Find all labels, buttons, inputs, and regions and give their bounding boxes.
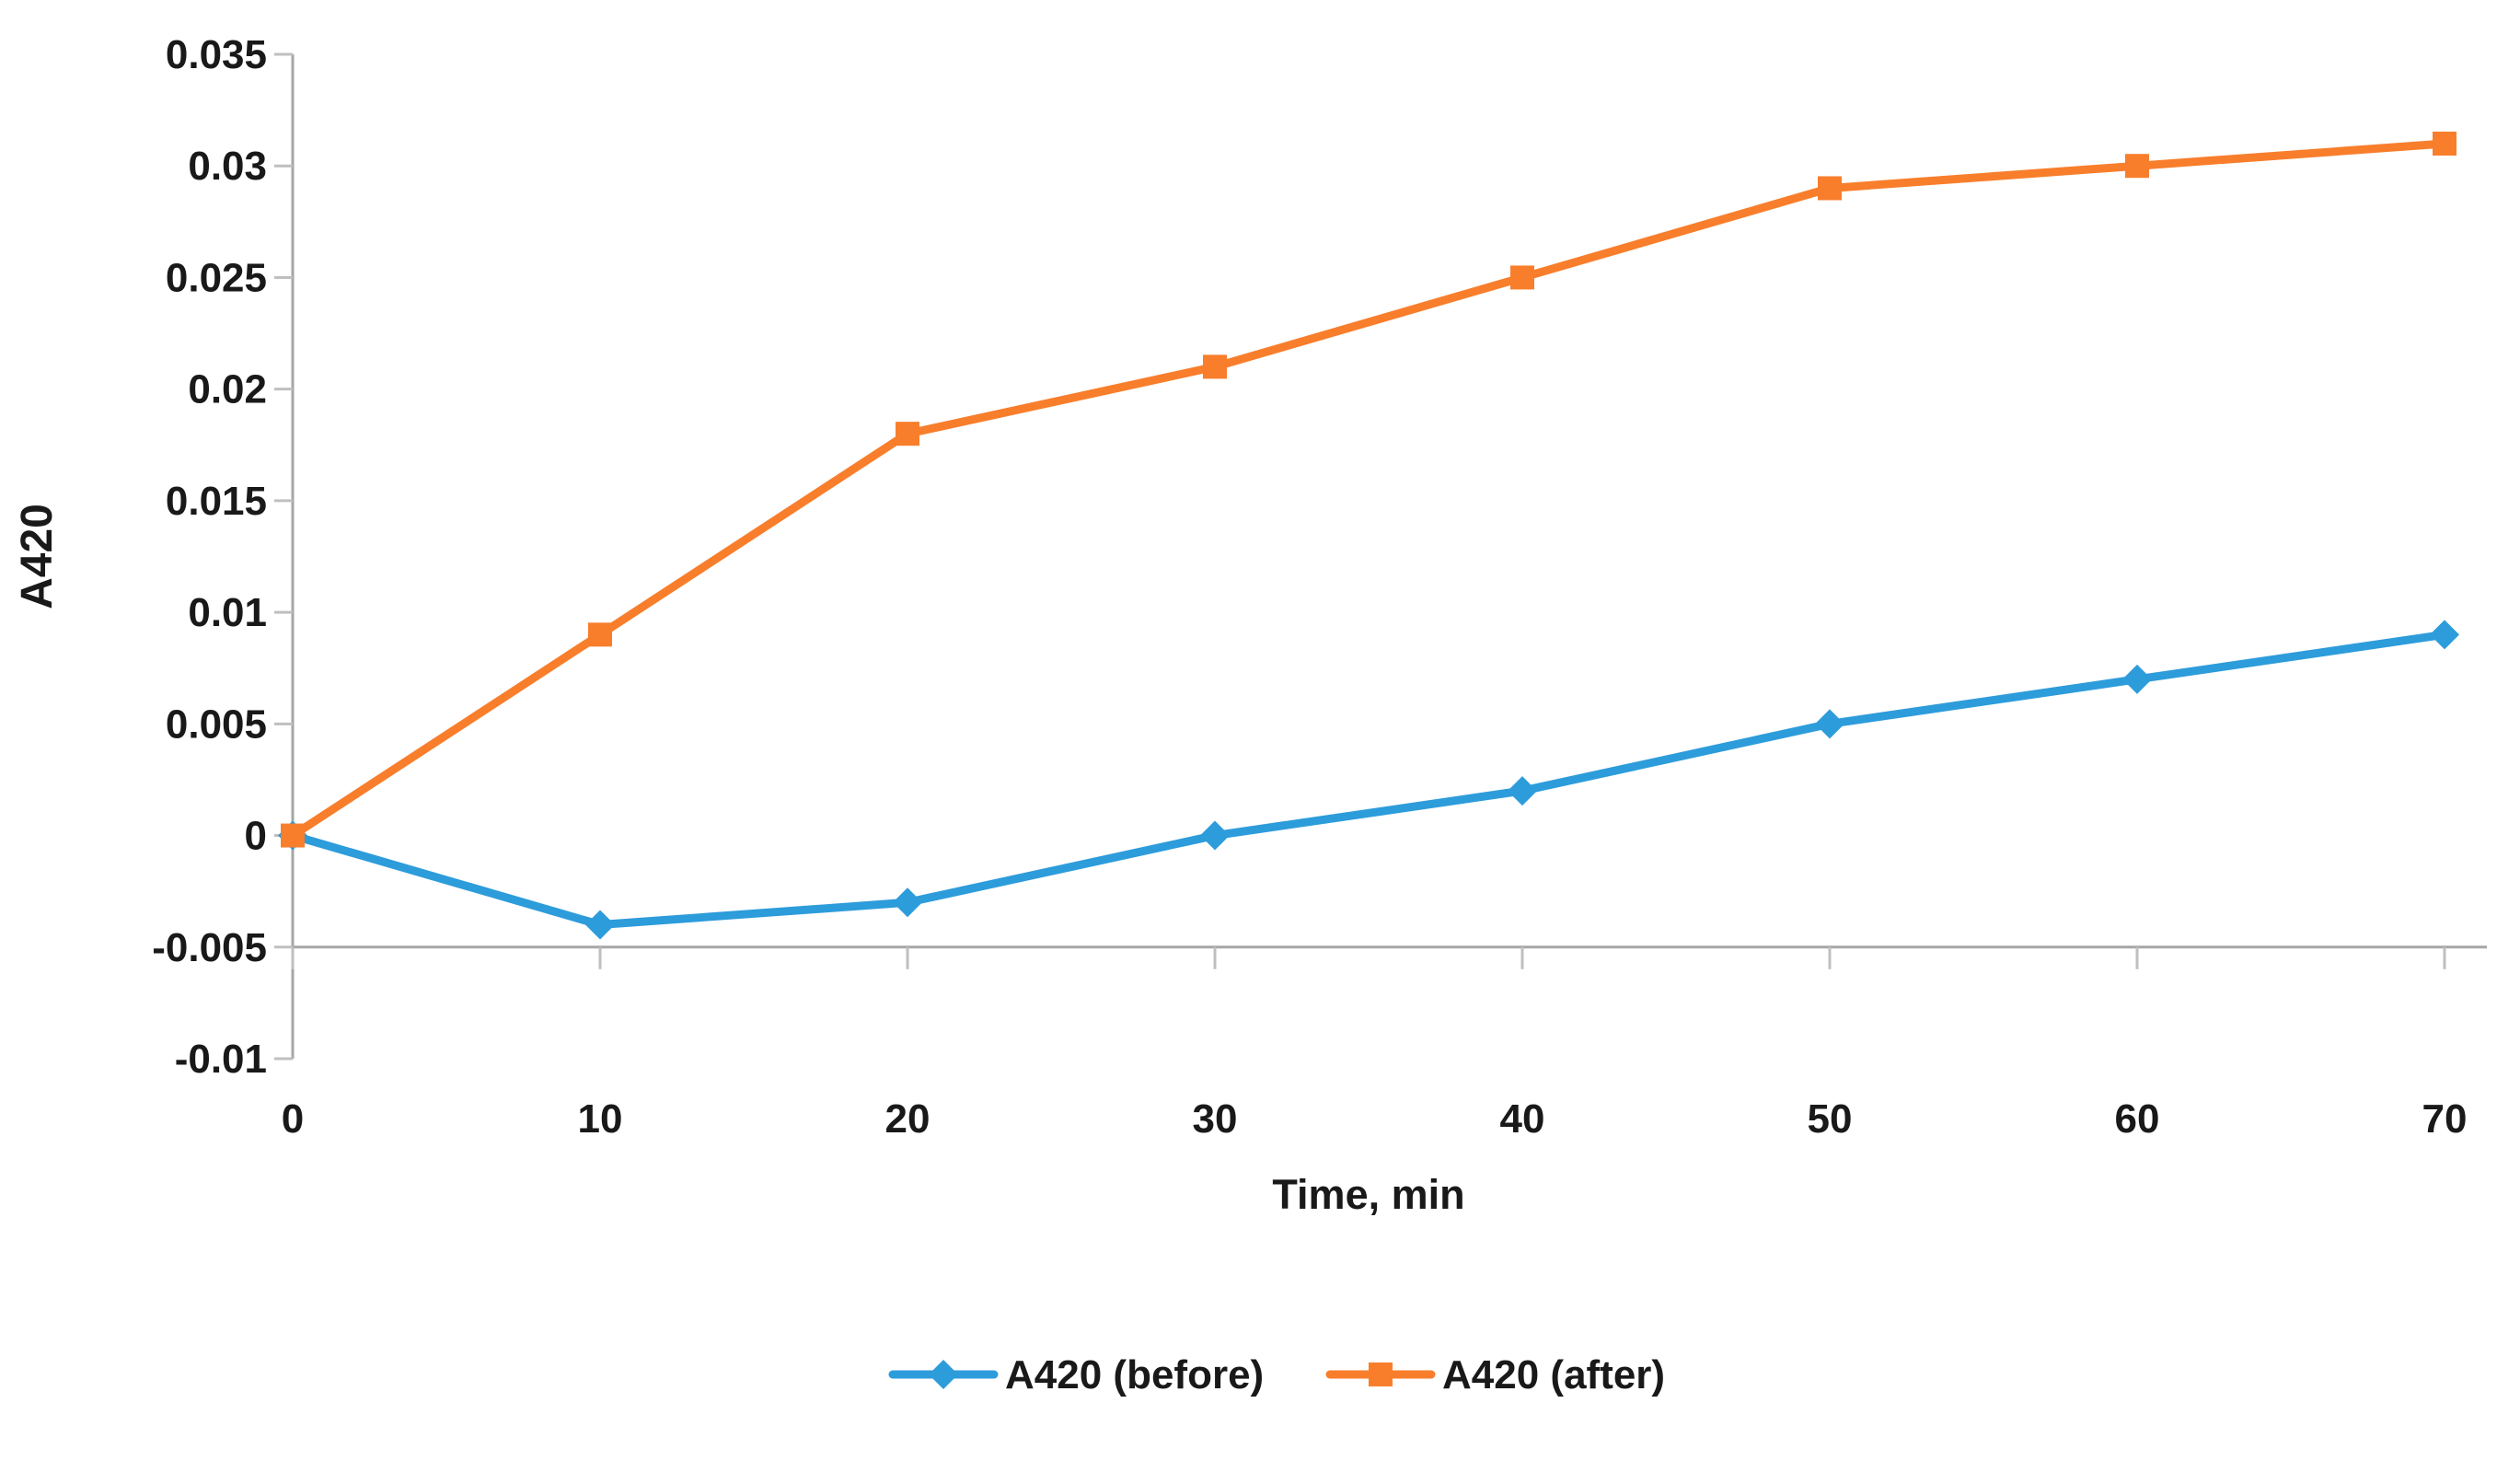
series-after [281,131,2456,848]
data-point-marker [893,887,922,918]
data-point-marker [2125,154,2149,179]
y-tick-label: 0.005 [166,702,267,747]
data-point-marker [1200,820,1230,851]
series-line [288,139,2449,841]
series-before [278,620,2459,940]
y-tick-label: 0.03 [188,144,267,189]
legend-item: A420 (before) [888,1352,1264,1397]
y-tick-label: 0.02 [188,367,267,412]
series-line [288,630,2449,930]
y-tick-label: 0.035 [166,32,267,77]
data-point-marker [1815,709,1844,739]
x-tick-label: 40 [1500,1096,1545,1142]
data-point-marker [588,622,612,647]
x-tick-label: 60 [2115,1096,2160,1142]
x-tick-label: 70 [2422,1096,2468,1142]
legend-swatch-marker [1369,1362,1393,1386]
axes: 0.035 0.03 0.025 0.02 0.015 0.01 0.005 0 -0.005 -… [152,32,2487,1142]
y-tick-label: 0 [245,814,267,859]
data-point-marker [2433,131,2456,156]
legend-label: A420 (after) [1442,1352,1665,1397]
y-tick-label: 0.015 [166,479,267,524]
data-point-marker [1510,265,1534,290]
y-tick-label: -0.01 [175,1037,267,1082]
x-tick-label: 0 [282,1096,304,1142]
data-point-marker [2430,620,2459,650]
legend-label: A420 (before) [1005,1352,1264,1397]
data-point-marker [1508,776,1537,806]
legend: A420 (before) A420 (after) [888,1352,1665,1397]
y-tick-label: -0.005 [152,925,267,970]
data-point-marker [1818,176,1842,201]
x-tick-label: 20 [885,1096,931,1142]
data-point-marker [896,422,919,446]
data-point-marker [281,823,305,848]
x-tick-label: 10 [578,1096,623,1142]
y-tick-label: 0.01 [188,590,267,635]
y-tick-label: 0.025 [166,255,267,300]
legend-item: A420 (after) [1325,1352,1665,1397]
data-point-marker [585,910,615,940]
x-tick-label: 30 [1193,1096,1238,1142]
legend-swatch-marker [929,1360,958,1389]
x-tick-label: 50 [1808,1096,1853,1142]
x-axis-title: Time, min [1272,1171,1464,1218]
data-point-marker [2122,664,2152,694]
data-point-marker [1203,354,1227,379]
y-axis-title: A420 [13,504,62,609]
